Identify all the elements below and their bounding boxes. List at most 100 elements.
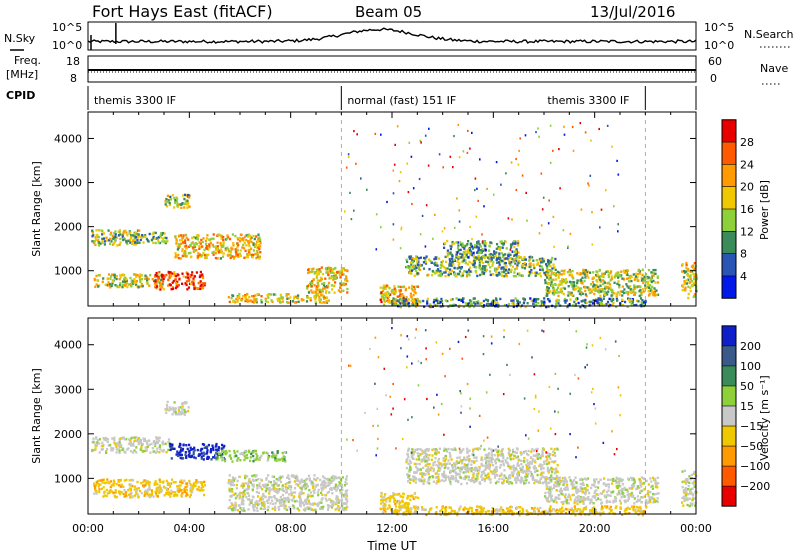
heatmap-cell xyxy=(318,291,321,294)
heatmap-cell xyxy=(281,300,284,303)
heatmap-cell xyxy=(159,490,163,494)
heatmap-cell xyxy=(330,488,333,491)
heatmap-cell xyxy=(436,264,439,267)
heatmap-cell xyxy=(159,274,162,277)
heatmap-cell xyxy=(498,466,502,469)
heatmap-cell xyxy=(330,481,333,484)
heatmap-cell xyxy=(405,258,408,261)
heatmap-cell xyxy=(272,485,275,488)
heatmap-cell xyxy=(299,500,302,504)
heatmap-cell xyxy=(245,495,248,499)
heatmap-cell xyxy=(166,400,169,404)
heatmap-cell xyxy=(142,241,145,244)
heatmap-cell xyxy=(581,282,584,285)
heatmap-cell xyxy=(155,492,158,495)
nsky-line xyxy=(87,27,697,44)
nsky-label: N.Sky xyxy=(4,32,36,45)
heatmap-cell xyxy=(549,161,552,164)
heatmap-cell xyxy=(549,274,552,278)
heatmap-cell xyxy=(527,274,531,277)
heatmap-cell xyxy=(254,244,257,247)
heatmap-cell xyxy=(174,413,177,416)
heatmap-cell xyxy=(174,278,177,281)
heatmap-cell xyxy=(438,257,441,260)
heatmap-cell xyxy=(449,304,452,307)
heatmap-cell xyxy=(229,251,232,254)
heatmap-cell xyxy=(641,273,644,277)
heatmap-cell xyxy=(217,456,220,459)
heatmap-cell xyxy=(307,474,311,478)
heatmap-cell xyxy=(579,273,582,276)
heatmap-cell xyxy=(455,274,458,278)
heatmap-cell xyxy=(431,448,434,452)
heatmap-cell xyxy=(517,255,520,258)
heatmap-cell xyxy=(179,456,182,460)
heatmap-cell xyxy=(157,236,160,239)
heatmap-cell xyxy=(442,166,444,169)
heatmap-cell xyxy=(156,236,159,240)
heatmap-cell xyxy=(319,291,323,294)
heatmap-cell xyxy=(284,460,287,463)
heatmap-cell xyxy=(159,283,162,287)
heatmap-cell xyxy=(132,273,136,276)
heatmap-cell xyxy=(244,235,247,238)
heatmap-cell xyxy=(199,449,202,452)
heatmap-cell xyxy=(138,229,141,232)
heatmap-cell xyxy=(411,260,414,264)
heatmap-cell xyxy=(334,483,337,486)
heatmap-cell xyxy=(531,448,534,451)
heatmap-cell xyxy=(184,282,187,285)
heatmap-cell xyxy=(408,470,411,473)
heatmap-cell xyxy=(384,510,387,513)
heatmap-cell xyxy=(607,270,610,273)
heatmap-cell xyxy=(480,473,483,477)
heatmap-cell xyxy=(633,287,636,290)
heatmap-cell xyxy=(242,502,245,506)
heatmap-cell xyxy=(573,287,576,290)
heatmap-cell xyxy=(326,491,329,494)
heatmap-cell xyxy=(239,240,242,243)
heatmap-cell xyxy=(557,299,561,302)
heatmap-cell xyxy=(249,459,252,463)
heatmap-cell xyxy=(532,302,535,306)
heatmap-cell xyxy=(470,467,473,470)
heatmap-cell xyxy=(105,236,108,239)
heatmap-cell xyxy=(272,480,276,483)
heatmap-cell xyxy=(266,300,269,304)
heatmap-cell xyxy=(109,485,112,489)
heatmap-cell xyxy=(448,270,451,273)
heatmap-cell xyxy=(515,157,517,161)
heatmap-cell xyxy=(177,409,180,412)
heatmap-cell xyxy=(111,449,114,452)
heatmap-cell xyxy=(322,295,325,298)
heatmap-cell xyxy=(536,469,539,472)
heatmap-cell xyxy=(516,464,519,467)
heatmap-cell xyxy=(652,293,655,297)
heatmap-cell xyxy=(382,286,385,290)
heatmap-cell xyxy=(200,452,203,455)
heatmap-cell xyxy=(155,285,159,288)
heatmap-cell xyxy=(146,277,149,280)
heatmap-cell xyxy=(188,495,191,498)
heatmap-cell xyxy=(265,485,268,488)
nave-tick-top: 60 xyxy=(708,55,722,68)
heatmap-cell xyxy=(209,242,212,245)
heatmap-cell xyxy=(114,238,117,241)
heatmap-cell xyxy=(177,452,180,455)
heatmap-cell xyxy=(473,246,476,249)
heatmap-cell xyxy=(110,449,113,452)
heatmap-cell xyxy=(503,303,506,307)
heatmap-cell xyxy=(431,305,434,308)
heatmap-cell xyxy=(125,241,128,244)
heatmap-cell xyxy=(632,290,635,293)
heatmap-cell xyxy=(127,489,130,492)
heatmap-cell xyxy=(261,498,265,501)
heatmap-cell xyxy=(188,479,191,483)
heatmap-cell xyxy=(258,255,262,258)
heatmap-cell xyxy=(304,508,307,511)
heatmap-cell xyxy=(431,273,434,277)
heatmap-cell xyxy=(222,238,225,242)
heatmap-cell xyxy=(477,249,480,252)
heatmap-cell xyxy=(247,243,250,246)
